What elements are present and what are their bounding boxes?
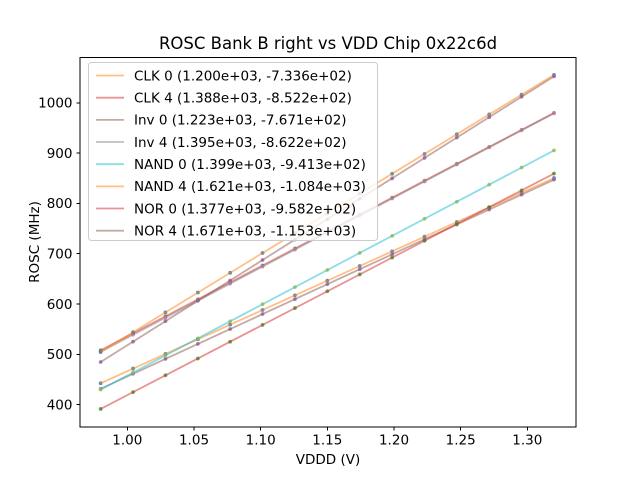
legend-box <box>88 62 378 241</box>
legend-label-nand-0: NAND 0 (1.399e+03, -9.413e+02) <box>134 157 366 173</box>
axes: 1.00 1.05 1.10 1.15 1.20 1.25 1.30 400 500 600 700… <box>38 57 577 449</box>
legend-label-nor-4: NOR 4 (1.671e+03, -1.153e+03) <box>134 223 356 239</box>
x-tick-label: 1.20 <box>379 433 409 449</box>
legend: CLK 0 (1.200e+03, -7.336e+02) CLK 4 (1.38… <box>88 62 378 241</box>
legend-label-clk-0: CLK 0 (1.200e+03, -7.336e+02) <box>134 68 352 84</box>
legend-label-inv-0: Inv 0 (1.223e+03, -7.671e+02) <box>134 113 347 129</box>
x-tick-label: 1.25 <box>446 433 476 449</box>
y-tick-label: 600 <box>47 297 73 313</box>
legend-item-inv-0: Inv 0 (1.223e+03, -7.671e+02) <box>96 113 347 129</box>
x-tick-label: 1.10 <box>246 433 276 449</box>
legend-item-clk-4: CLK 4 (1.388e+03, -8.522e+02) <box>96 90 352 106</box>
plot-border <box>79 57 577 428</box>
y-tick-label: 800 <box>47 196 73 212</box>
fit-line-nand-0 <box>99 149 555 391</box>
legend-item-nor-4: NOR 4 (1.671e+03, -1.153e+03) <box>96 223 356 239</box>
plot-area <box>98 72 556 411</box>
legend-item-nand-0: NAND 0 (1.399e+03, -9.413e+02) <box>96 157 366 173</box>
fit-line-inv-0 <box>99 178 555 390</box>
x-axis-label: VDDD (V) <box>296 452 360 468</box>
x-tick-label: 1.00 <box>112 433 142 449</box>
series-nor-0 <box>98 171 556 411</box>
series-nand-0 <box>98 148 556 392</box>
y-tick-label: 900 <box>47 146 73 162</box>
x-tick-label: 1.05 <box>179 433 209 449</box>
legend-item-nand-4: NAND 4 (1.621e+03, -1.084e+03) <box>96 179 366 195</box>
y-tick-label: 500 <box>47 347 73 363</box>
y-axis-label: ROSC (MHz) <box>27 201 43 283</box>
y-tick-label: 700 <box>47 247 73 263</box>
legend-label-nor-0: NOR 0 (1.377e+03, -9.582e+02) <box>134 201 356 217</box>
legend-label-nand-4: NAND 4 (1.621e+03, -1.084e+03) <box>134 179 366 195</box>
legend-item-nor-0: NOR 0 (1.377e+03, -9.582e+02) <box>96 201 356 217</box>
legend-item-inv-4: Inv 4 (1.395e+03, -8.622e+02) <box>96 135 347 151</box>
y-tick-label: 1000 <box>38 96 72 112</box>
x-tick-label: 1.30 <box>512 433 542 449</box>
y-tick-label: 400 <box>47 397 73 413</box>
legend-label-clk-4: CLK 4 (1.388e+03, -8.522e+02) <box>134 90 352 106</box>
x-tick-label: 1.15 <box>312 433 342 449</box>
fit-line-nor-0 <box>99 172 555 410</box>
legend-label-inv-4: Inv 4 (1.395e+03, -8.622e+02) <box>134 135 347 151</box>
legend-item-clk-0: CLK 0 (1.200e+03, -7.336e+02) <box>96 68 352 84</box>
chart-title: ROSC Bank B right vs VDD Chip 0x22c6d <box>159 34 497 53</box>
